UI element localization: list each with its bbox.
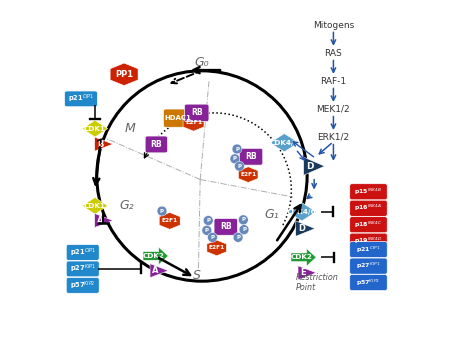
- Polygon shape: [270, 133, 299, 152]
- Text: E2F1: E2F1: [240, 172, 256, 177]
- Polygon shape: [95, 137, 113, 151]
- Text: Restriction
Point: Restriction Point: [296, 272, 339, 292]
- Text: p27$^{KIP1}$: p27$^{KIP1}$: [356, 261, 381, 271]
- Polygon shape: [183, 114, 204, 131]
- Text: HDAC1: HDAC1: [164, 115, 191, 121]
- FancyBboxPatch shape: [64, 91, 98, 107]
- Text: RB: RB: [151, 140, 162, 149]
- Text: G₁: G₁: [264, 208, 279, 221]
- Text: CDK4/6: CDK4/6: [287, 209, 317, 215]
- FancyBboxPatch shape: [350, 233, 387, 249]
- Text: RAS: RAS: [325, 49, 342, 58]
- FancyBboxPatch shape: [350, 184, 387, 200]
- FancyBboxPatch shape: [214, 219, 237, 235]
- Text: p21$^{CIP1}$: p21$^{CIP1}$: [70, 246, 96, 259]
- Text: P: P: [233, 156, 237, 161]
- Circle shape: [233, 232, 243, 242]
- Text: E2F1: E2F1: [162, 218, 178, 224]
- Polygon shape: [143, 247, 168, 265]
- Text: P: P: [242, 227, 246, 232]
- Text: p15$^{INK4B}$: p15$^{INK4B}$: [355, 187, 383, 197]
- Polygon shape: [150, 264, 168, 278]
- FancyBboxPatch shape: [145, 136, 168, 153]
- Polygon shape: [95, 214, 113, 227]
- Circle shape: [202, 225, 212, 235]
- Text: CDK4/6: CDK4/6: [270, 140, 299, 146]
- Circle shape: [232, 144, 242, 154]
- Text: ERK1/2: ERK1/2: [318, 133, 349, 142]
- FancyBboxPatch shape: [350, 258, 387, 274]
- FancyBboxPatch shape: [350, 275, 387, 291]
- Text: P: P: [235, 146, 239, 151]
- FancyBboxPatch shape: [66, 245, 99, 260]
- Text: A: A: [152, 266, 159, 275]
- Text: B: B: [97, 140, 103, 149]
- Circle shape: [203, 216, 213, 225]
- FancyBboxPatch shape: [350, 200, 387, 216]
- Circle shape: [208, 232, 218, 242]
- Text: p18$^{INK4C}$: p18$^{INK4C}$: [354, 220, 383, 230]
- Text: CDK2: CDK2: [290, 254, 312, 260]
- Text: G₂: G₂: [119, 199, 134, 212]
- Polygon shape: [159, 213, 180, 229]
- Text: p21$^{CIP1}$: p21$^{CIP1}$: [356, 245, 381, 255]
- Text: p57$^{KIP2}$: p57$^{KIP2}$: [356, 277, 381, 288]
- Polygon shape: [110, 63, 138, 86]
- Text: A: A: [97, 216, 103, 225]
- FancyBboxPatch shape: [66, 277, 99, 293]
- FancyBboxPatch shape: [66, 261, 99, 277]
- Text: S: S: [193, 269, 201, 282]
- Text: p16$^{INK4A}$: p16$^{INK4A}$: [355, 203, 383, 213]
- Text: RB: RB: [245, 152, 257, 161]
- Text: E: E: [301, 268, 306, 277]
- Polygon shape: [238, 167, 258, 182]
- Text: CDK1: CDK1: [84, 203, 106, 209]
- Text: p19$^{INK4D}$: p19$^{INK4D}$: [354, 236, 383, 246]
- Text: p27$^{KIP1}$: p27$^{KIP1}$: [70, 263, 96, 275]
- FancyBboxPatch shape: [184, 104, 209, 122]
- FancyBboxPatch shape: [350, 241, 387, 258]
- Text: p21$^{CIP1}$: p21$^{CIP1}$: [68, 93, 94, 105]
- Text: P: P: [205, 228, 209, 233]
- Text: RB: RB: [220, 222, 232, 231]
- Polygon shape: [296, 221, 315, 236]
- Text: P: P: [206, 218, 210, 223]
- Text: P: P: [160, 209, 164, 214]
- Text: P: P: [237, 164, 241, 169]
- Text: p57$^{KIP2}$: p57$^{KIP2}$: [70, 279, 95, 291]
- Text: M: M: [125, 122, 136, 135]
- Polygon shape: [82, 197, 108, 214]
- Polygon shape: [304, 157, 325, 175]
- Polygon shape: [288, 203, 316, 221]
- FancyBboxPatch shape: [239, 148, 263, 165]
- Polygon shape: [82, 120, 108, 137]
- FancyBboxPatch shape: [164, 109, 191, 127]
- Text: P: P: [236, 235, 240, 240]
- Circle shape: [230, 154, 240, 164]
- Polygon shape: [207, 240, 227, 256]
- Text: E2F1: E2F1: [209, 245, 225, 250]
- Text: PP1: PP1: [115, 70, 133, 79]
- Text: MEK1/2: MEK1/2: [317, 105, 350, 114]
- Text: D: D: [306, 162, 314, 171]
- Polygon shape: [291, 249, 316, 266]
- Text: RB: RB: [191, 108, 202, 117]
- Text: D: D: [298, 224, 305, 233]
- Text: P: P: [241, 217, 246, 222]
- Circle shape: [235, 161, 245, 171]
- Text: RAF-1: RAF-1: [320, 77, 346, 86]
- Circle shape: [238, 215, 248, 225]
- Polygon shape: [298, 266, 316, 280]
- Text: P: P: [210, 235, 214, 240]
- Circle shape: [157, 206, 167, 216]
- Text: Mitogens: Mitogens: [313, 21, 354, 30]
- Circle shape: [239, 225, 249, 234]
- FancyBboxPatch shape: [350, 217, 387, 233]
- Text: CDK2: CDK2: [142, 253, 164, 259]
- Text: E2F1: E2F1: [185, 120, 202, 125]
- Text: G₀: G₀: [195, 56, 209, 69]
- Text: CDK1: CDK1: [84, 126, 106, 132]
